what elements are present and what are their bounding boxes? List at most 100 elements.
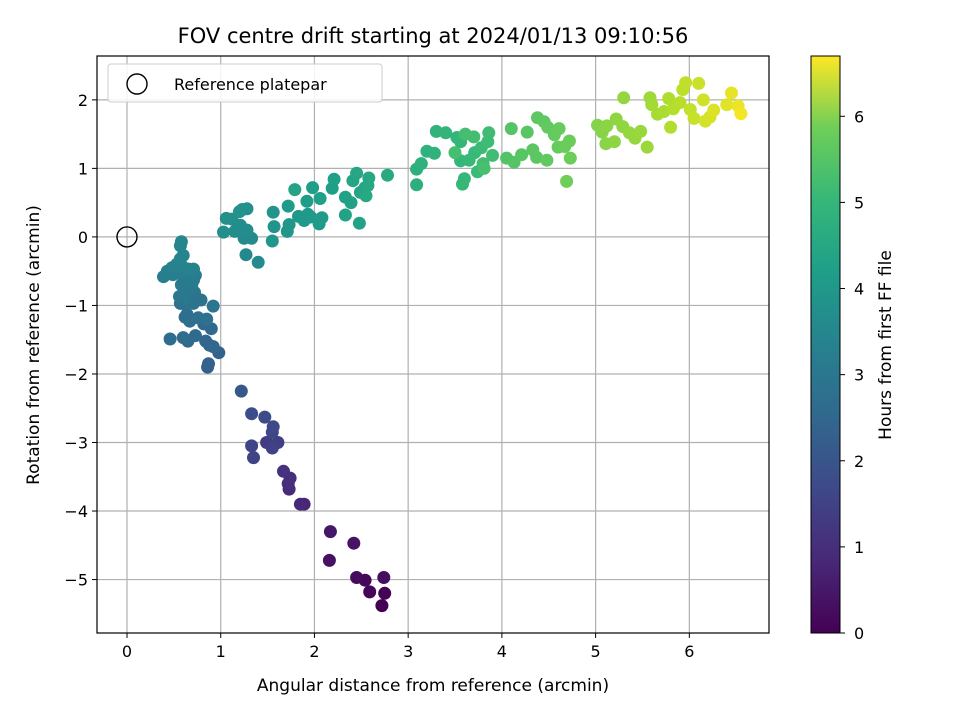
colorbar-tick-label: 4 <box>854 280 864 299</box>
data-point <box>696 93 710 107</box>
legend-reference-marker <box>126 73 148 95</box>
data-point <box>414 157 428 171</box>
data-point <box>687 111 701 125</box>
data-point <box>233 205 246 219</box>
data-point <box>359 189 373 203</box>
legend-entry-reference: Reference platepar <box>174 75 327 94</box>
data-point <box>157 270 170 284</box>
x-axis-label: Angular distance from reference (arcmin) <box>257 676 609 696</box>
grid-lines <box>97 56 769 633</box>
data-point <box>234 384 248 398</box>
data-point <box>258 410 272 424</box>
data-point <box>673 96 687 110</box>
colorbar-tick-label: 2 <box>854 452 864 471</box>
y-tick-label: 2 <box>78 91 88 110</box>
data-point <box>607 135 621 149</box>
data-point <box>562 134 576 148</box>
data-point <box>350 166 364 180</box>
x-tick-label: 2 <box>309 642 319 661</box>
data-point <box>174 235 188 249</box>
reference-point <box>116 226 138 248</box>
data-point <box>477 161 491 175</box>
data-point <box>202 357 215 371</box>
y-tick-label: 0 <box>78 228 88 247</box>
data-point <box>266 420 280 434</box>
x-tick-label: 0 <box>122 642 132 661</box>
data-points <box>157 76 748 613</box>
data-point <box>645 98 659 112</box>
data-point <box>265 441 279 455</box>
data-point <box>363 585 377 599</box>
colorbar-ticks: 0 1 2 3 4 5 6 <box>840 107 864 643</box>
y-tick-label: 1 <box>78 159 88 178</box>
plot-frame <box>96 55 770 634</box>
data-point <box>251 255 265 269</box>
colorbar: 0 1 2 3 4 5 6 Hours from first FF file <box>810 55 896 643</box>
data-point <box>458 127 472 141</box>
data-point <box>217 225 230 239</box>
y-tick-label: −2 <box>64 365 88 384</box>
data-point <box>219 211 233 225</box>
data-point <box>163 332 177 346</box>
data-point <box>375 599 389 613</box>
data-point <box>245 439 259 453</box>
data-point <box>352 216 366 230</box>
y-axis-ticks: 2 1 0 −1 −2 −3 −4 −5 <box>64 91 97 590</box>
data-point <box>662 92 676 105</box>
data-point <box>361 179 375 192</box>
y-tick-label: −5 <box>64 571 88 590</box>
x-tick-label: 4 <box>497 642 507 661</box>
data-point <box>315 211 329 225</box>
y-tick-label: −4 <box>64 502 88 521</box>
data-point <box>313 192 327 205</box>
x-tick-label: 5 <box>591 642 601 661</box>
x-tick-label: 6 <box>684 642 694 661</box>
data-point <box>338 208 352 222</box>
data-point <box>448 146 462 160</box>
data-point <box>600 119 614 133</box>
colorbar-gradient <box>810 55 841 634</box>
data-point <box>515 148 529 162</box>
data-point <box>306 181 320 195</box>
data-point <box>293 497 307 511</box>
data-point <box>245 407 259 421</box>
data-point <box>530 150 544 164</box>
data-point <box>482 126 496 140</box>
chart-title: FOV centre drift starting at 2024/01/13 … <box>178 24 689 48</box>
y-axis-label: Rotation from reference (arcmin) <box>24 205 44 485</box>
x-axis-ticks: 0 1 2 3 4 5 6 <box>122 633 694 661</box>
data-point <box>552 122 566 136</box>
data-point <box>277 464 290 478</box>
data-point <box>720 98 734 112</box>
data-point <box>563 151 577 165</box>
x-tick-label: 3 <box>403 642 413 661</box>
x-tick-label: 1 <box>216 642 226 661</box>
colorbar-tick-label: 6 <box>854 107 864 126</box>
data-point <box>679 76 693 90</box>
data-point <box>520 125 534 139</box>
data-point <box>377 571 391 584</box>
data-point <box>634 124 648 138</box>
data-point <box>350 571 364 584</box>
data-point <box>486 148 499 162</box>
data-point <box>322 553 336 567</box>
data-point <box>381 168 394 182</box>
data-point <box>725 86 738 100</box>
data-point <box>206 340 220 354</box>
y-tick-label: −1 <box>64 296 88 315</box>
colorbar-tick-label: 1 <box>854 538 864 557</box>
data-point <box>288 183 302 197</box>
data-point <box>282 218 296 232</box>
data-point <box>504 122 518 136</box>
data-point <box>734 107 748 121</box>
colorbar-tick-label: 5 <box>854 193 864 212</box>
data-point <box>439 126 453 140</box>
data-point <box>410 178 424 192</box>
data-point <box>247 451 260 465</box>
data-point <box>187 262 200 276</box>
data-point <box>456 177 469 191</box>
data-point <box>176 331 190 345</box>
data-point <box>266 205 280 219</box>
legend: Reference platepar <box>107 63 383 103</box>
